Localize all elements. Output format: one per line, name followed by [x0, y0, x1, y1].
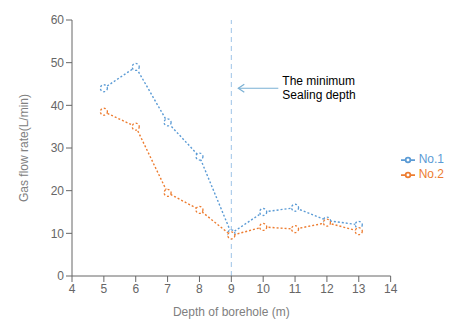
svg-text:4: 4 — [69, 282, 76, 296]
svg-text:6: 6 — [132, 282, 139, 296]
svg-text:10: 10 — [257, 282, 271, 296]
html-text:No.2: No.2 — [418, 167, 444, 181]
svg-text:5: 5 — [101, 282, 108, 296]
svg-text:40: 40 — [51, 99, 65, 113]
svg-text:30: 30 — [51, 141, 65, 155]
svg-text:Gas flow rate(L/min): Gas flow rate(L/min) — [17, 94, 31, 202]
svg-text:10: 10 — [51, 227, 65, 241]
svg-text:60: 60 — [51, 13, 65, 27]
svg-text:50: 50 — [51, 56, 65, 70]
svg-text:11: 11 — [289, 282, 302, 296]
svg-text:14: 14 — [384, 282, 398, 296]
svg-text:9: 9 — [228, 282, 235, 296]
svg-text:The minimumSealing depth: The minimumSealing depth — [282, 74, 355, 102]
svg-text:0: 0 — [57, 269, 64, 283]
svg-text:12: 12 — [320, 282, 334, 296]
svg-text:20: 20 — [51, 184, 65, 198]
html-text:No.1: No.1 — [418, 152, 444, 167]
svg-text:7: 7 — [164, 282, 171, 296]
svg-text:8: 8 — [196, 282, 203, 296]
svg-text:Depth of borehole (m): Depth of borehole (m) — [173, 305, 290, 319]
svg-text:13: 13 — [352, 282, 366, 296]
